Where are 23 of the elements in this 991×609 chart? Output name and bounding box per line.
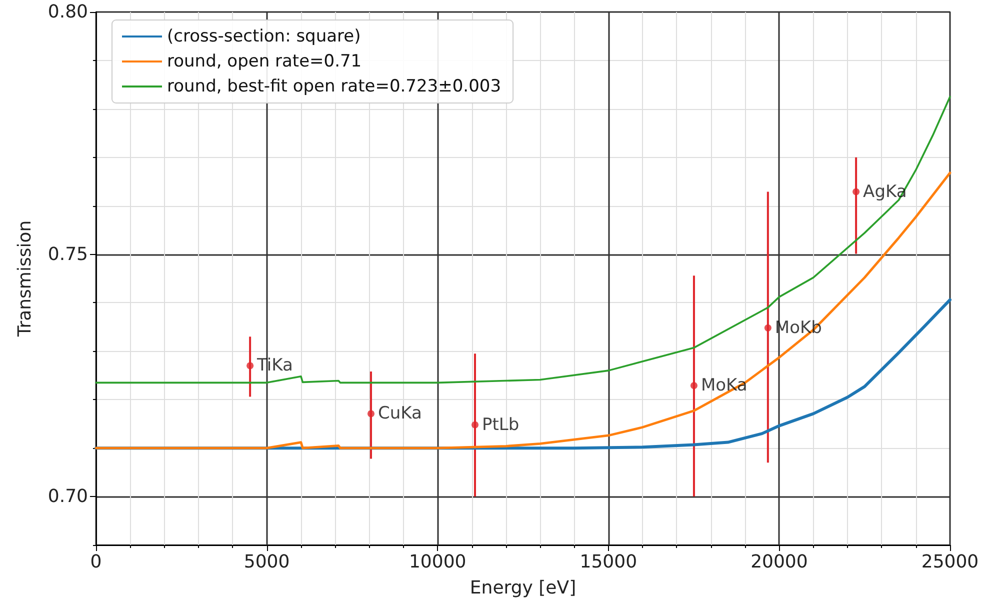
line-series [94,172,952,450]
point [852,188,860,196]
legend-label: round, open rate=0.71 [167,52,362,72]
y-tick-label: 0.75 [48,244,88,265]
x-axis-title: Energy [eV] [470,578,576,598]
x-tick-label: 5000 [244,552,290,572]
y-axis-title: Transmission [14,220,36,338]
y-tick-label: 0.70 [48,486,88,508]
point [472,421,479,428]
annotation: PtLb [482,414,520,435]
legend-label: round, best-fit open rate=0.723±0.003 [167,76,502,96]
point [690,382,698,390]
x-tick-label: 20000 [750,552,808,572]
point [367,410,374,418]
annotation: CuKa [378,404,422,424]
x-tick-label: 25000 [921,552,979,572]
point [246,362,254,370]
x-tick-label: 15000 [580,552,638,572]
x-tick-label: 0 [90,552,102,572]
y-tick-label: 0.80 [48,2,88,22]
legend-label: (cross-section: square) [167,26,361,46]
x-tick-label: 10000 [408,552,466,572]
point [764,324,772,332]
